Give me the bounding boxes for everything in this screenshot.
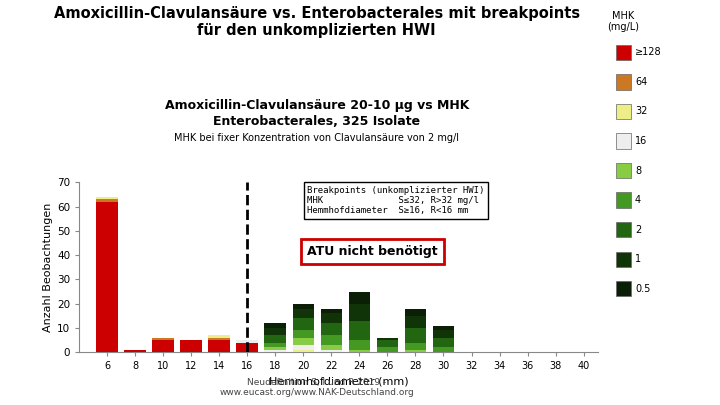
Bar — [292, 318, 314, 330]
Bar — [209, 338, 230, 340]
Bar — [405, 309, 426, 316]
Bar — [348, 321, 370, 340]
Bar — [348, 304, 370, 321]
Y-axis label: Anzahl Beobachtungen: Anzahl Beobachtungen — [43, 202, 53, 332]
Bar — [264, 323, 287, 328]
Bar — [264, 343, 287, 347]
Bar — [377, 338, 398, 340]
Bar — [320, 350, 342, 352]
Bar — [236, 343, 258, 352]
Text: Breakpoints (unkomplizierter HWI)
MHK              S≤32, R>32 mg/l
Hemmhofdiamet: Breakpoints (unkomplizierter HWI) MHK S≤… — [307, 185, 485, 215]
Bar — [264, 335, 287, 343]
Bar — [292, 350, 314, 352]
Bar — [264, 350, 287, 352]
Bar — [96, 197, 118, 199]
Bar — [320, 335, 342, 345]
Bar — [181, 340, 202, 352]
Bar — [348, 292, 370, 304]
Bar — [405, 328, 426, 343]
Bar — [125, 350, 146, 352]
Text: Amoxicillin-Clavulansäure 20-10 µg vs MHK: Amoxicillin-Clavulansäure 20-10 µg vs MH… — [165, 99, 469, 112]
Text: 64: 64 — [635, 77, 647, 87]
Text: ATU nicht benötigt: ATU nicht benötigt — [307, 245, 438, 258]
Bar — [292, 345, 314, 350]
Bar — [264, 347, 287, 350]
Text: 4: 4 — [635, 195, 642, 205]
Bar — [153, 340, 174, 352]
Bar — [405, 316, 426, 328]
Text: 16: 16 — [635, 136, 647, 146]
Bar — [433, 330, 454, 338]
Text: 8: 8 — [635, 166, 642, 175]
Bar — [292, 304, 314, 309]
Text: Enterobacterales, 325 Isolate: Enterobacterales, 325 Isolate — [213, 115, 420, 128]
Bar — [292, 309, 314, 318]
Text: 2: 2 — [635, 225, 642, 234]
Text: Amoxicillin-Clavulansäure vs. Enterobacterales mit breakpoints
für den unkompliz: Amoxicillin-Clavulansäure vs. Enterobact… — [54, 6, 580, 38]
Bar — [264, 328, 287, 335]
Text: MHK bei fixer Konzentration von Clavulansäure von 2 mg/l: MHK bei fixer Konzentration von Clavulan… — [174, 133, 459, 143]
Bar — [433, 326, 454, 330]
Bar — [320, 309, 342, 313]
Bar — [292, 330, 314, 338]
Bar — [209, 335, 230, 338]
Text: 32: 32 — [635, 107, 647, 116]
Bar — [320, 345, 342, 350]
Bar — [377, 340, 398, 347]
Bar — [320, 313, 342, 323]
Text: Neudefinition S, I und R 2019 -
www.eucast.org/www.NAK-Deutschland.org: Neudefinition S, I und R 2019 - www.euca… — [220, 377, 414, 397]
Bar — [320, 323, 342, 335]
Bar — [96, 202, 118, 352]
Bar — [292, 338, 314, 345]
Bar — [405, 343, 426, 350]
Bar — [433, 338, 454, 347]
Bar — [209, 340, 230, 352]
Text: ≥128: ≥128 — [635, 47, 662, 57]
Text: MHK
(mg/L): MHK (mg/L) — [608, 11, 639, 32]
Bar — [153, 338, 174, 340]
Text: 0.5: 0.5 — [635, 284, 650, 294]
Bar — [348, 350, 370, 352]
Bar — [405, 350, 426, 352]
Bar — [236, 340, 258, 343]
Bar — [96, 199, 118, 202]
Bar — [433, 347, 454, 352]
Bar — [377, 347, 398, 352]
Bar — [348, 340, 370, 350]
X-axis label: Hemmhofdiameter (mm): Hemmhofdiameter (mm) — [269, 377, 408, 387]
Text: 1: 1 — [635, 254, 642, 264]
